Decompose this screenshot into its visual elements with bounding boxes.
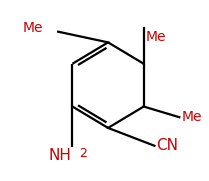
- Text: NH: NH: [49, 148, 71, 163]
- Text: Me: Me: [23, 21, 43, 35]
- Text: Me: Me: [181, 110, 202, 124]
- Text: Me: Me: [145, 30, 166, 44]
- Text: 2: 2: [79, 147, 87, 160]
- Text: CN: CN: [156, 138, 178, 153]
